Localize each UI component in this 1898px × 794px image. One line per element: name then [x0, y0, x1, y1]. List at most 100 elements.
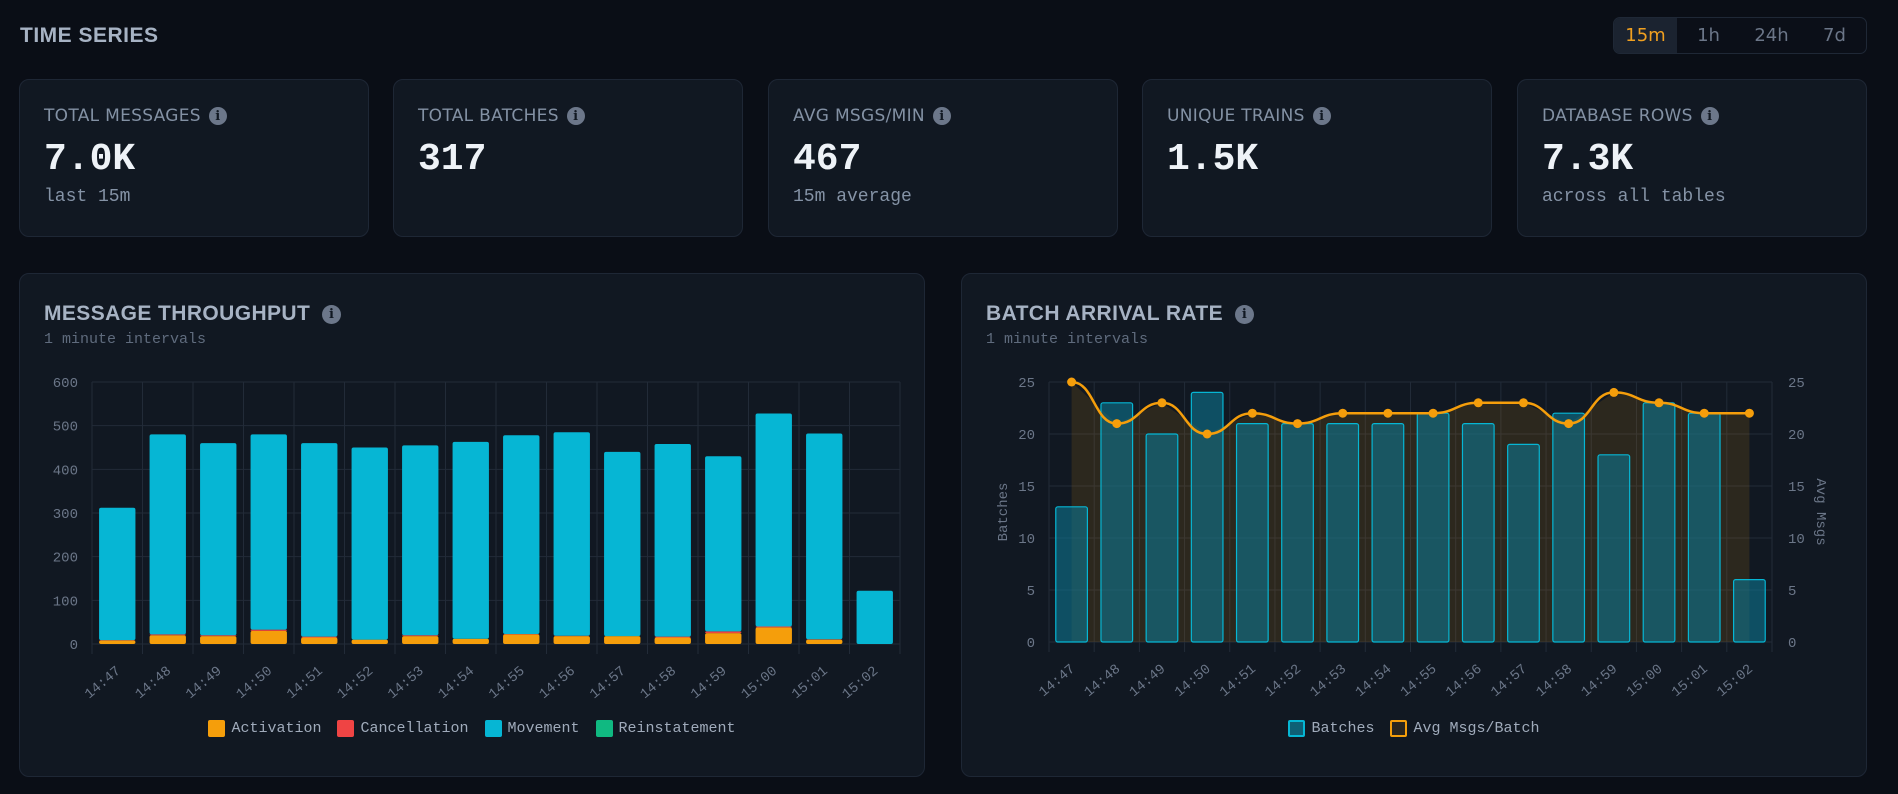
x-tick-label: 14:59 — [688, 664, 730, 703]
range-24h-button[interactable]: 24h — [1754, 25, 1789, 46]
y-tick-label: 10 — [1018, 532, 1035, 548]
legend-item-movement[interactable]: Movement — [484, 720, 580, 737]
batch-bar — [1326, 423, 1360, 643]
info-icon[interactable]: i — [566, 107, 585, 125]
bar-segment-movement — [301, 443, 338, 637]
y-tick-label: 100 — [53, 594, 78, 610]
info-icon[interactable]: i — [932, 107, 951, 125]
y-tick-label: 0 — [70, 638, 78, 654]
bar-segment-movement — [604, 451, 641, 637]
bar-segment-movement — [99, 507, 136, 641]
info-icon[interactable]: i — [1235, 304, 1255, 324]
y-tick-label: 200 — [53, 551, 78, 567]
bar-segment-movement — [149, 434, 186, 635]
bar-segment-activation — [250, 630, 287, 644]
kpi-card-avg-msgs-min: AVG MSGS/MIN i 467 15m average — [768, 79, 1118, 237]
batch-chart: 0 0 5 5 10 10 15 15 20 20 25 25 Batches Avg Msgs 14:47… — [996, 376, 1828, 701]
y-axis-label: Batches — [996, 483, 1012, 542]
x-tick-label: 14:59 — [1579, 662, 1621, 701]
x-tick-label: 14:53 — [385, 664, 427, 703]
range-1h-button[interactable]: 1h — [1697, 25, 1720, 46]
y-tick-label: 5 — [1027, 584, 1035, 600]
bar-segment-movement — [452, 441, 489, 639]
batch-bar — [1100, 402, 1134, 643]
bar-segment-movement — [856, 590, 893, 644]
bar-segment-cancellation — [402, 635, 439, 637]
y-tick-label: 400 — [53, 463, 78, 479]
y-tick-label: 300 — [53, 507, 78, 523]
batch-legend: Batches Avg Msgs/Batch — [962, 720, 1866, 737]
x-tick-label: 15:01 — [1669, 662, 1711, 701]
bar-segment-activation — [806, 639, 843, 644]
range-7d-button[interactable]: 7d — [1823, 25, 1846, 46]
batch-arrival-panel: BATCH ARRIVAL RATE i 1 minute intervals 0… — [961, 273, 1867, 777]
legend-item-activation[interactable]: Activation — [208, 720, 321, 737]
info-icon[interactable]: i — [322, 304, 342, 324]
batch-bar — [1190, 391, 1224, 643]
range-15m-button[interactable]: 15m — [1614, 18, 1677, 53]
bar-segment-cancellation — [200, 635, 237, 637]
x-tick-label: 14:57 — [1488, 662, 1530, 701]
x-tick-label: 14:49 — [183, 664, 225, 703]
avg-msgs-point — [1202, 429, 1212, 439]
y2-tick-label: 0 — [1788, 636, 1796, 652]
bar-segment-cancellation — [755, 626, 792, 628]
legend-item-batches[interactable]: Batches — [1288, 720, 1374, 737]
x-tick-label: 14:58 — [637, 664, 679, 703]
y-tick-label: 20 — [1018, 428, 1035, 444]
x-tick-label: 14:54 — [1353, 662, 1395, 701]
x-tick-label: 14:49 — [1127, 662, 1169, 701]
y2-axis-label: Avg Msgs — [1812, 478, 1828, 545]
x-tick-label: 14:47 — [1036, 662, 1078, 701]
bar-segment-activation — [351, 639, 388, 644]
legend-swatch — [1390, 720, 1408, 737]
info-icon[interactable]: i — [1312, 107, 1331, 125]
batch-bar — [1597, 454, 1631, 643]
panel-subtitle: 1 minute intervals — [44, 331, 207, 348]
x-tick-label: 14:50 — [233, 664, 275, 703]
x-tick-label: 14:56 — [536, 664, 578, 703]
x-tick-label: 14:55 — [486, 664, 528, 703]
legend-label: Activation — [231, 720, 322, 737]
x-tick-label: 14:52 — [1262, 662, 1304, 701]
legend-swatch — [484, 720, 502, 737]
bar-segment-cancellation — [705, 631, 742, 634]
avg-msgs-point — [1383, 408, 1393, 418]
legend-label: Batches — [1311, 720, 1375, 737]
legend-item-cancellation[interactable]: Cancellation — [337, 720, 469, 737]
kpi-card-unique-trains: UNIQUE TRAINS i 1.5K — [1142, 79, 1492, 237]
bar-segment-activation — [200, 636, 237, 644]
batch-bar — [1145, 433, 1179, 643]
bar-segment-cancellation — [301, 636, 338, 638]
kpi-card-total-batches: TOTAL BATCHES i 317 — [393, 79, 743, 237]
avg-msgs-point — [1293, 419, 1303, 429]
bar-segment-movement — [503, 435, 540, 634]
avg-msgs-point — [1338, 408, 1348, 418]
x-tick-label: 14:52 — [334, 664, 376, 703]
y-tick-label: 0 — [1027, 636, 1035, 652]
x-tick-label: 14:48 — [1082, 662, 1124, 701]
batch-bar — [1687, 412, 1721, 643]
info-icon[interactable]: i — [1700, 107, 1719, 125]
legend-item-avg-msgs-batch[interactable]: Avg Msgs/Batch — [1390, 720, 1540, 737]
y2-tick-label: 15 — [1788, 480, 1805, 496]
y-tick-label: 15 — [1018, 480, 1035, 496]
avg-msgs-point — [1564, 419, 1574, 429]
bar-segment-movement — [402, 445, 439, 636]
info-icon[interactable]: i — [208, 107, 227, 125]
y2-tick-label: 25 — [1788, 376, 1805, 392]
kpi-value: 467 — [793, 138, 862, 181]
legend-label: Avg Msgs/Batch — [1413, 720, 1540, 737]
legend-swatch — [208, 720, 226, 737]
x-tick-label: 15:02 — [1714, 662, 1756, 701]
batch-bar — [1371, 423, 1405, 643]
kpi-label: UNIQUE TRAINS — [1167, 106, 1305, 126]
x-tick-label: 14:51 — [1217, 662, 1259, 701]
kpi-value: 317 — [418, 138, 487, 181]
avg-msgs-point — [1247, 408, 1257, 418]
bar-segment-activation — [553, 636, 590, 644]
legend-swatch — [1288, 720, 1306, 737]
legend-item-reinstatement[interactable]: Reinstatement — [595, 720, 736, 737]
x-tick-label: 14:51 — [284, 664, 326, 703]
kpi-label: TOTAL BATCHES — [418, 106, 559, 126]
